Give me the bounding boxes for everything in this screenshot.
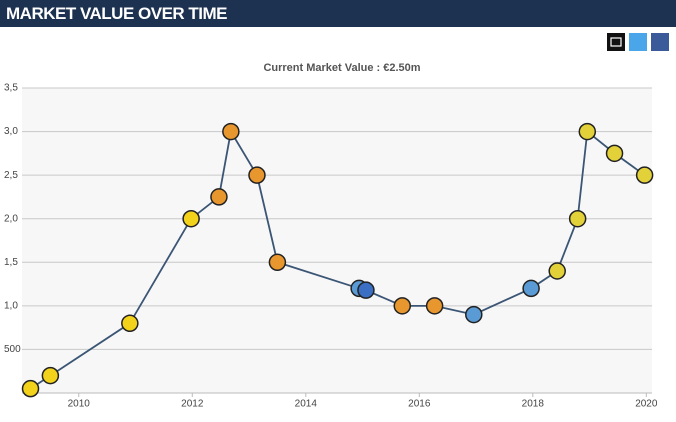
plot-area xyxy=(22,88,652,393)
club-marker xyxy=(41,366,60,385)
y-tick-label: 2,0 xyxy=(4,213,18,224)
club-marker xyxy=(222,122,240,141)
club-marker xyxy=(425,297,444,315)
club-marker xyxy=(568,209,587,228)
y-tick-label: 1,0 xyxy=(4,300,18,311)
x-tick-label: 2018 xyxy=(522,399,545,410)
club-marker xyxy=(578,122,597,141)
club-marker xyxy=(635,166,654,184)
y-tick-label: 1,5 xyxy=(4,257,18,268)
club-marker xyxy=(357,281,375,299)
club-marker xyxy=(21,379,40,398)
chart: Current Market Value : €2.50m 500 1,0 1,5 2… xyxy=(4,33,669,410)
twitter-button[interactable] xyxy=(629,33,647,51)
header-title: MARKET VALUE OVER TIME xyxy=(0,0,676,27)
club-marker xyxy=(121,314,139,333)
y-tick-label: 2,5 xyxy=(4,170,18,181)
club-marker xyxy=(465,305,483,324)
x-tick-label: 2016 xyxy=(408,399,431,410)
y-tick-label: 3,0 xyxy=(4,126,18,137)
x-tick-label: 2020 xyxy=(635,399,658,410)
club-marker xyxy=(268,253,287,272)
x-tick-label: 2010 xyxy=(68,399,91,410)
email-button[interactable] xyxy=(607,33,625,51)
chart-subtitle: Current Market Value : €2.50m xyxy=(263,62,420,74)
facebook-button[interactable] xyxy=(651,33,669,51)
club-marker xyxy=(522,279,540,298)
club-marker xyxy=(182,209,200,228)
y-tick-label: 500 xyxy=(4,344,21,355)
club-marker xyxy=(248,166,266,184)
club-marker xyxy=(605,144,624,163)
y-tick-label: 3,5 xyxy=(4,83,18,94)
email-icon xyxy=(610,37,622,47)
club-marker xyxy=(548,262,566,280)
x-tick-label: 2014 xyxy=(295,399,318,410)
x-tick-label: 2012 xyxy=(181,399,204,410)
club-marker xyxy=(210,188,228,206)
club-marker xyxy=(393,297,412,315)
